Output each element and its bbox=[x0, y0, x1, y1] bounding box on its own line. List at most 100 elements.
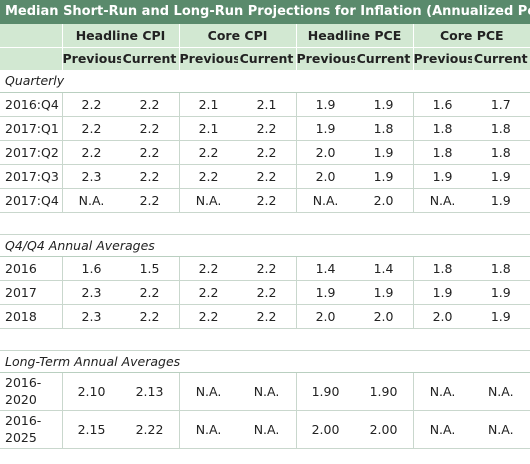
table-cell: 2.00 bbox=[295, 410, 355, 449]
table-cell: 2.10 bbox=[61, 372, 121, 411]
group-header: Headline PCE bbox=[295, 24, 414, 48]
table-cell: N.A. bbox=[471, 410, 530, 449]
row-label: 2017:Q3 bbox=[0, 164, 62, 189]
sub-header: Previous bbox=[412, 47, 472, 70]
table-cell: 2.0 bbox=[354, 304, 414, 329]
table-cell: 1.4 bbox=[295, 256, 355, 281]
table-cell: 1.8 bbox=[354, 116, 414, 141]
table-cell: 2.3 bbox=[61, 164, 121, 189]
table-cell: 2.1 bbox=[178, 116, 238, 141]
table-cell: 1.7 bbox=[471, 92, 530, 117]
table-cell: 2.2 bbox=[61, 116, 121, 141]
sub-header: Current bbox=[120, 47, 180, 70]
table-cell: 2.1 bbox=[178, 92, 238, 117]
table-cell: 1.9 bbox=[295, 92, 355, 117]
table-row: 2017:Q1 2.2 2.2 2.1 2.2 1.9 1.8 1.8 1.8 bbox=[0, 116, 530, 141]
table-cell: 2.2 bbox=[237, 304, 297, 329]
table-cell: N.A. bbox=[237, 372, 297, 411]
table-cell: 1.9 bbox=[471, 188, 530, 213]
table-cell: 2.0 bbox=[295, 164, 355, 189]
section-label: Q4/Q4 Annual Averages bbox=[0, 234, 530, 257]
table-cell: 2.3 bbox=[61, 280, 121, 305]
table-cell: 2.2 bbox=[120, 164, 180, 189]
table-cell: 2.2 bbox=[178, 140, 238, 165]
table-row: 2017 2.3 2.2 2.2 2.2 1.9 1.9 1.9 1.9 bbox=[0, 280, 530, 305]
table-cell: 2.22 bbox=[120, 410, 180, 449]
table-cell: 2.3 bbox=[61, 304, 121, 329]
table-cell: 1.8 bbox=[412, 116, 472, 141]
table-cell: 1.6 bbox=[412, 92, 472, 117]
table-body: Quarterly 2016:Q4 2.2 2.2 2.1 2.1 1.9 1.9 1.6 1.7… bbox=[0, 70, 530, 449]
row-label: 2016- 2020 bbox=[0, 372, 62, 411]
table-cell: 2.2 bbox=[237, 280, 297, 305]
table-cell: N.A. bbox=[412, 188, 472, 213]
projections-grid: Headline CPI Core CPI Headline PCE Core … bbox=[0, 24, 530, 449]
table-row: 2017:Q3 2.3 2.2 2.2 2.2 2.0 1.9 1.9 1.9 bbox=[0, 164, 530, 189]
table-cell: 2.2 bbox=[120, 140, 180, 165]
sub-header: Current bbox=[237, 47, 297, 70]
table-cell: 2.2 bbox=[237, 164, 297, 189]
table-cell: 2.0 bbox=[295, 304, 355, 329]
table-row: 2017:Q2 2.2 2.2 2.2 2.2 2.0 1.9 1.8 1.8 bbox=[0, 140, 530, 165]
table-row: 2016- 2020 2.10 2.13 N.A. N.A. 1.90 1.90 N.A. N.… bbox=[0, 372, 530, 411]
section-label: Quarterly bbox=[0, 70, 530, 93]
table-cell: 1.9 bbox=[471, 280, 530, 305]
sub-header: Previous bbox=[295, 47, 355, 70]
row-label: 2016 bbox=[0, 256, 62, 281]
row-label: 2017:Q1 bbox=[0, 116, 62, 141]
table-cell: N.A. bbox=[412, 372, 472, 411]
table-cell: 2.2 bbox=[178, 280, 238, 305]
table-cell: 2.2 bbox=[237, 188, 297, 213]
sub-header: Previous bbox=[178, 47, 238, 70]
sub-header-row: Previous Current Previous Current Previo… bbox=[0, 47, 530, 70]
table-row: 2016- 2025 2.15 2.22 N.A. N.A. 2.00 2.00 N.A. N.… bbox=[0, 410, 530, 449]
table-cell: 1.9 bbox=[412, 164, 472, 189]
table-cell: 2.15 bbox=[61, 410, 121, 449]
row-label: 2016- 2025 bbox=[0, 410, 62, 449]
spacer-row bbox=[0, 212, 530, 235]
table-cell: N.A. bbox=[178, 410, 238, 449]
table-cell: 2.13 bbox=[120, 372, 180, 411]
table-cell: 1.9 bbox=[354, 140, 414, 165]
table-cell: N.A. bbox=[178, 372, 238, 411]
section-row: Q4/Q4 Annual Averages bbox=[0, 234, 530, 257]
table-cell: N.A. bbox=[471, 372, 530, 411]
table-cell: N.A. bbox=[178, 188, 238, 213]
spacer-row bbox=[0, 328, 530, 351]
sub-header: Current bbox=[354, 47, 414, 70]
group-header: Core PCE bbox=[412, 24, 530, 48]
table-cell: 2.00 bbox=[354, 410, 414, 449]
table-cell: 1.9 bbox=[412, 280, 472, 305]
table-cell: 1.9 bbox=[354, 164, 414, 189]
row-label: 2017 bbox=[0, 280, 62, 305]
table-cell: 2.0 bbox=[295, 140, 355, 165]
table-row: 2018 2.3 2.2 2.2 2.2 2.0 2.0 2.0 1.9 bbox=[0, 304, 530, 329]
table-cell: 1.9 bbox=[354, 280, 414, 305]
table-cell: 2.0 bbox=[412, 304, 472, 329]
table-cell: 1.9 bbox=[354, 92, 414, 117]
table-cell: 2.1 bbox=[237, 92, 297, 117]
table-cell: 2.2 bbox=[178, 164, 238, 189]
row-label: 2016:Q4 bbox=[0, 92, 62, 117]
group-header: Core CPI bbox=[178, 24, 297, 48]
row-label: 2018 bbox=[0, 304, 62, 329]
table-cell: N.A. bbox=[295, 188, 355, 213]
table-cell: 2.2 bbox=[61, 92, 121, 117]
table-cell: 2.2 bbox=[237, 256, 297, 281]
table-cell: 1.8 bbox=[471, 256, 530, 281]
group-header-row: Headline CPI Core CPI Headline PCE Core … bbox=[0, 24, 530, 48]
table-cell: 1.9 bbox=[295, 280, 355, 305]
table-cell: N.A. bbox=[237, 410, 297, 449]
table-cell: 1.8 bbox=[471, 116, 530, 141]
table-title: Median Short-Run and Long-Run Projection… bbox=[0, 0, 530, 24]
table-cell: 1.9 bbox=[471, 164, 530, 189]
table-cell: 1.8 bbox=[412, 256, 472, 281]
table-row: 2017:Q4 N.A. 2.2 N.A. 2.2 N.A. 2.0 N.A. 1.9 bbox=[0, 188, 530, 213]
corner-cell bbox=[0, 24, 62, 48]
table-cell: 1.8 bbox=[471, 140, 530, 165]
table-cell: 2.2 bbox=[120, 304, 180, 329]
table-cell: 1.90 bbox=[354, 372, 414, 411]
table-cell: N.A. bbox=[412, 410, 472, 449]
table-cell: 1.6 bbox=[61, 256, 121, 281]
